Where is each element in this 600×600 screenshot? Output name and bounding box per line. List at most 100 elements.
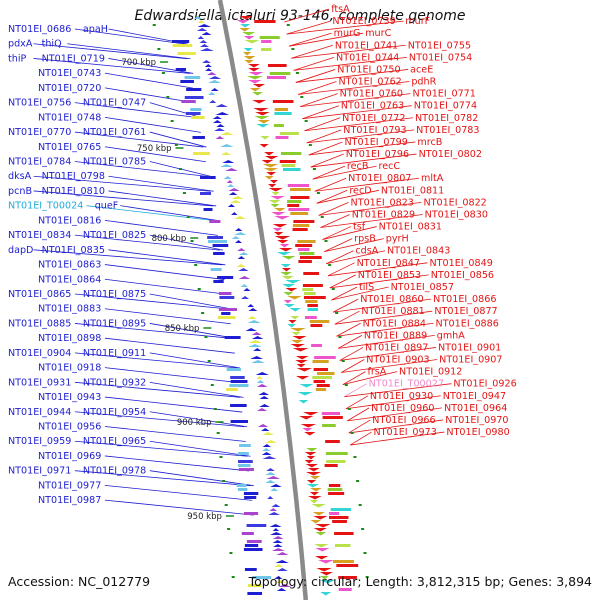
gene-label-plus: NT01EI_0853 xyxy=(358,270,421,281)
gene-label-plus: NT01EI_0947 xyxy=(443,391,506,402)
plus-strand-gene xyxy=(273,232,284,236)
minus-strand-gene xyxy=(276,568,288,571)
gene-label-plus: NT01EI_0750 xyxy=(337,64,400,75)
plus-strand-gene xyxy=(279,244,290,248)
minus-strand-gene xyxy=(259,396,269,399)
minus-strand-gene xyxy=(222,160,235,163)
plus-strand-gene xyxy=(305,464,318,468)
grid-dash xyxy=(152,24,156,26)
plus-strand-block xyxy=(324,464,338,467)
gene-labels: NT01EI_0686 apaH pdxA thiQ thiP NT01EI_0719 NT… xyxy=(8,4,517,506)
minus-strand-gene xyxy=(236,264,246,267)
plus-strand-gene xyxy=(314,544,329,548)
plus-strand-block xyxy=(336,564,359,567)
plus-strand-block xyxy=(312,376,332,379)
gene-label-plus: NT01EI_0829 xyxy=(352,209,415,220)
minus-strand-block xyxy=(172,40,190,43)
gene-label-minus: NT01EI_0864 xyxy=(38,274,101,285)
gene-label-plus: NT01EI_0903 xyxy=(366,355,429,366)
grid-dash xyxy=(308,144,312,146)
gene-label-plus: NT01EI_0754 xyxy=(409,52,472,63)
plus-strand-block xyxy=(266,76,287,79)
gene-label-plus: NT01EI_0822 xyxy=(423,197,486,208)
label-connector xyxy=(108,190,217,207)
label-connector xyxy=(74,28,185,45)
minus-strand-gene xyxy=(238,276,251,279)
minus-strand-gene xyxy=(272,528,280,531)
gene-label-plus: NT01EI_0926 xyxy=(453,379,516,390)
plus-strand-gene xyxy=(268,188,283,192)
label-connector xyxy=(320,214,423,228)
gene-label-minus: NT01EI_0863 xyxy=(38,260,101,271)
label-connector xyxy=(149,234,224,251)
plus-strand-gene xyxy=(309,500,319,504)
plus-strand-gene xyxy=(248,64,260,68)
minus-strand-gene xyxy=(247,320,261,323)
gene-label-minus: NT01EI_0720 xyxy=(38,83,101,94)
label-connector xyxy=(104,426,246,442)
minus-strand-gene xyxy=(230,200,242,203)
grid-dash xyxy=(207,360,211,362)
gene-label-plus: recC xyxy=(379,161,401,172)
minus-strand-block xyxy=(210,268,222,271)
plus-strand-gene xyxy=(296,368,313,372)
label-connector xyxy=(318,202,349,216)
label-connector xyxy=(320,214,350,228)
gene-label-plus: NT01EI_0802 xyxy=(419,149,482,160)
plus-strand-gene xyxy=(315,532,327,536)
minus-strand-block xyxy=(246,524,267,527)
plus-strand-gene xyxy=(283,292,294,296)
gene-label-minus: NT01EI_0875 xyxy=(83,289,146,300)
plus-strand-gene xyxy=(252,100,267,104)
gene-label-minus: NT01EI_0987 xyxy=(38,495,101,506)
minus-strand-block xyxy=(200,192,211,195)
minus-strand-gene xyxy=(272,540,283,543)
gene-label-plus: recD xyxy=(349,185,371,196)
minus-strand-block xyxy=(172,44,193,47)
label-connector xyxy=(306,129,342,144)
minus-strand-gene xyxy=(201,32,212,35)
label-connector xyxy=(104,219,218,236)
label-connector xyxy=(316,189,380,204)
label-connector xyxy=(74,440,248,457)
minus-strand-block xyxy=(237,488,248,491)
minus-strand-block xyxy=(213,280,224,283)
grid-dash xyxy=(213,408,217,410)
grid-dash xyxy=(174,144,178,146)
map-title: Edwardsiella ictaluri 93-146, complete g… xyxy=(134,8,466,24)
plus-strand-block xyxy=(269,72,291,75)
plus-strand-gene xyxy=(295,356,309,360)
minus-strand-gene xyxy=(251,336,264,339)
plus-strand-gene xyxy=(307,468,320,472)
minus-strand-gene xyxy=(261,452,272,455)
gene-label-plus: NT01EI_0843 xyxy=(387,246,450,257)
gene-label-minus: NT01EI_0784 xyxy=(8,157,71,168)
minus-strand-block xyxy=(224,336,241,339)
plus-strand-block xyxy=(309,320,330,323)
gene-label-minus: NT01EI_0785 xyxy=(83,157,146,168)
label-connector xyxy=(324,238,353,253)
plus-strand-gene xyxy=(274,208,286,212)
plus-strand-block xyxy=(298,260,312,263)
label-connector xyxy=(310,153,417,168)
label-connector xyxy=(149,411,248,428)
gene-label-minus: NT01EI_0895 xyxy=(83,318,146,329)
minus-strand-block xyxy=(218,292,232,295)
label-connector xyxy=(332,298,359,313)
plus-strand-gene xyxy=(264,176,274,180)
plus-strand-gene xyxy=(310,476,321,480)
plus-strand-block xyxy=(267,64,287,67)
gene-label-minus: NT01EI_0765 xyxy=(38,142,101,153)
plus-strand-block xyxy=(332,560,354,563)
plus-strand-gene xyxy=(260,136,270,140)
plus-strand-gene xyxy=(290,344,306,348)
minus-strand-block xyxy=(243,548,263,551)
label-connector xyxy=(326,250,386,265)
plus-strand-gene xyxy=(306,484,319,488)
gene-label-minus: NT01EI_0943 xyxy=(38,392,101,403)
plus-strand-block xyxy=(330,508,352,511)
label-connector xyxy=(33,58,191,74)
gene-label-minus: NT01EI_0816 xyxy=(38,215,101,226)
gene-label-plus: ftsA xyxy=(331,4,350,15)
plus-strand-gene xyxy=(248,72,264,76)
